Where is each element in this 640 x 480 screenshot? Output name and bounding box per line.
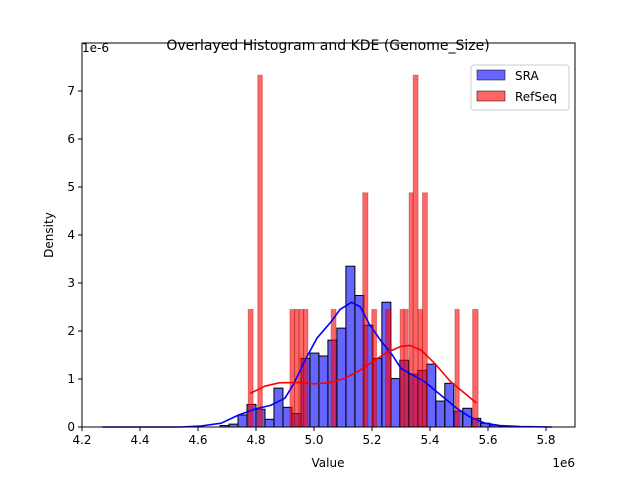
refseq-bar <box>362 192 369 428</box>
x-tick-label: 5.4 <box>420 433 439 447</box>
x-tick-label: 5.6 <box>478 433 497 447</box>
y-axis-label: Density <box>42 212 56 258</box>
sra-bar <box>390 378 401 428</box>
y-tick-label: 7 <box>67 84 75 98</box>
refseq-bar <box>385 308 392 428</box>
y-tick-label: 1 <box>67 372 75 386</box>
y-offset-label: 1e-6 <box>82 41 109 55</box>
refseq-bar <box>472 308 479 428</box>
sra-bar <box>318 355 329 428</box>
x-tick-label: 4.8 <box>246 433 265 447</box>
y-tick-label: 2 <box>67 324 75 338</box>
sra-bar <box>309 352 320 428</box>
sra-bar <box>264 418 275 428</box>
sra-kde-line <box>102 301 552 428</box>
legend-label-sra: SRA <box>515 69 539 83</box>
y-tick-label: 0 <box>67 420 75 434</box>
refseq-bar <box>303 308 309 428</box>
refseq-bar <box>417 308 423 428</box>
legend-swatch-refseq <box>476 90 506 102</box>
y-tick-label: 6 <box>67 132 75 146</box>
x-offset-label: 1e6 <box>552 456 575 470</box>
legend-label-refseq: RefSeq <box>515 90 557 104</box>
x-tick-label: 5.2 <box>362 433 381 447</box>
refseq-bar <box>257 74 263 428</box>
sra-bar <box>435 400 446 428</box>
refseq-bar <box>371 308 378 428</box>
sra-bar <box>426 363 437 428</box>
legend-swatch-sra <box>476 69 506 81</box>
y-tick-label: 5 <box>67 180 75 194</box>
x-tick-label: 4.2 <box>72 433 91 447</box>
x-tick-label: 4.4 <box>130 433 149 447</box>
x-tick-label: 5.8 <box>536 433 555 447</box>
refseq-bar <box>330 308 337 428</box>
refseq-kde-line <box>249 344 477 404</box>
legend: SRA RefSeq <box>470 64 570 111</box>
x-tick-label: 4.6 <box>188 433 207 447</box>
refseq-bar <box>403 308 409 428</box>
refseq-bar <box>289 308 296 428</box>
chart-title: Overlayed Histogram and KDE (Genome_Size… <box>166 38 489 54</box>
y-tick-label: 4 <box>67 228 75 242</box>
x-axis-label: Value <box>312 456 345 470</box>
sra-bar <box>237 414 248 428</box>
kde-layer <box>102 301 552 428</box>
refseq-bar <box>412 74 419 428</box>
x-tick-label: 5.0 <box>304 433 323 447</box>
y-tick-label: 3 <box>67 276 75 290</box>
sra-bar <box>345 265 356 428</box>
x-axis: 4.2 4.4 4.6 4.8 5.0 5.2 5.4 5.6 5.8 <box>72 427 556 447</box>
refseq-bar <box>421 192 428 428</box>
refseq-bar <box>408 192 414 428</box>
sra-bar <box>273 387 284 428</box>
refseq-bar <box>294 308 300 428</box>
y-axis: 0 1 2 3 4 5 6 7 <box>67 84 82 434</box>
